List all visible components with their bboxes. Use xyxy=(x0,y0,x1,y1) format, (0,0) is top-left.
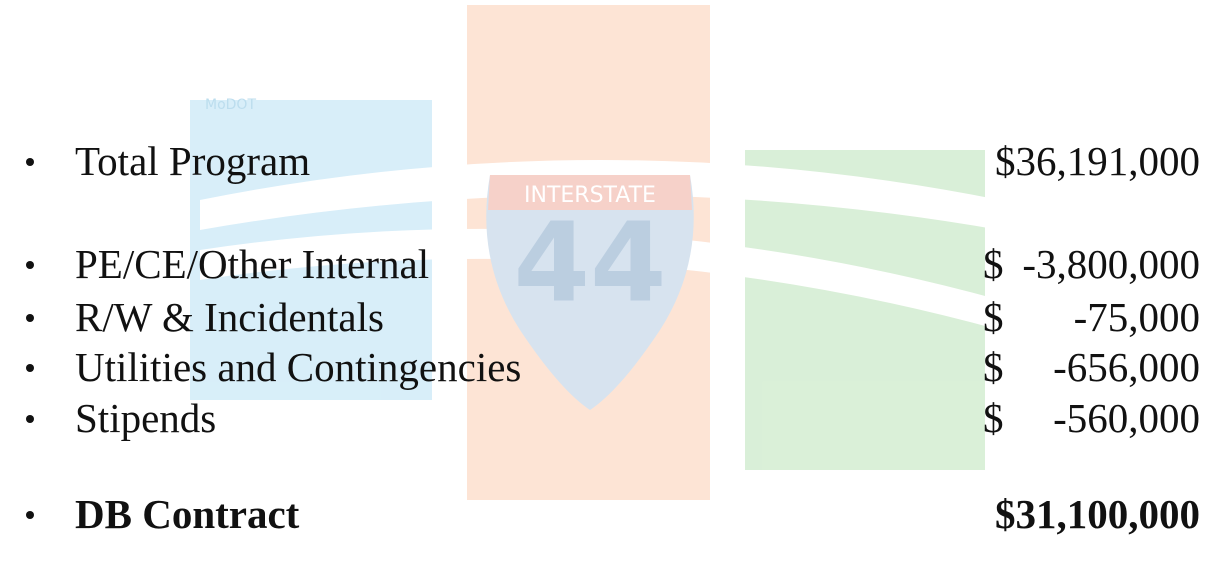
shield xyxy=(486,175,694,410)
item-row: Utilities and Contingencies $ -656,000 xyxy=(26,344,1200,390)
item-amount: -560,000 xyxy=(1053,395,1200,441)
bullet xyxy=(26,314,34,322)
watermark: INTERSTATE 44 MoDOT xyxy=(190,5,1000,500)
bullet xyxy=(26,511,34,519)
bullet xyxy=(26,261,34,269)
currency: $ xyxy=(983,395,1004,441)
bullet xyxy=(26,158,34,166)
item-amount: -656,000 xyxy=(1053,344,1200,390)
item-label: PE/CE/Other Internal xyxy=(75,241,429,287)
item-row: PE/CE/Other Internal $ -3,800,000 xyxy=(26,241,1200,287)
shield-label: INTERSTATE xyxy=(524,183,656,208)
bullet xyxy=(26,364,34,372)
item-label: Utilities and Contingencies xyxy=(75,344,521,390)
item-label: DB Contract xyxy=(75,491,300,537)
currency: $ xyxy=(983,241,1004,287)
item-amount: -3,800,000 xyxy=(1022,241,1200,287)
currency: $ xyxy=(983,294,1004,340)
item-label: Total Program xyxy=(75,138,310,184)
item-row: R/W & Incidentals $ -75,000 xyxy=(26,294,1200,340)
currency: $ xyxy=(983,344,1004,390)
item-amount: $36,191,000 xyxy=(995,138,1200,184)
item-amount: -75,000 xyxy=(1074,294,1200,340)
item-amount: $31,100,000 xyxy=(995,491,1200,537)
item-label: R/W & Incidentals xyxy=(75,294,384,340)
shield-number: 44 xyxy=(513,198,666,326)
logo-text: MoDOT xyxy=(205,97,256,113)
item-list: Total Program $36,191,000 PE/CE/Other Inte… xyxy=(26,138,1200,537)
item-row: Stipends $ -560,000 xyxy=(26,395,1200,441)
bridge-deck xyxy=(200,228,1000,330)
item-label: Stipends xyxy=(75,395,216,441)
item-row: DB Contract $31,100,000 xyxy=(26,491,1200,537)
bullet xyxy=(26,415,34,423)
item-row: Total Program $36,191,000 xyxy=(26,138,1200,184)
shield-top xyxy=(488,175,692,210)
